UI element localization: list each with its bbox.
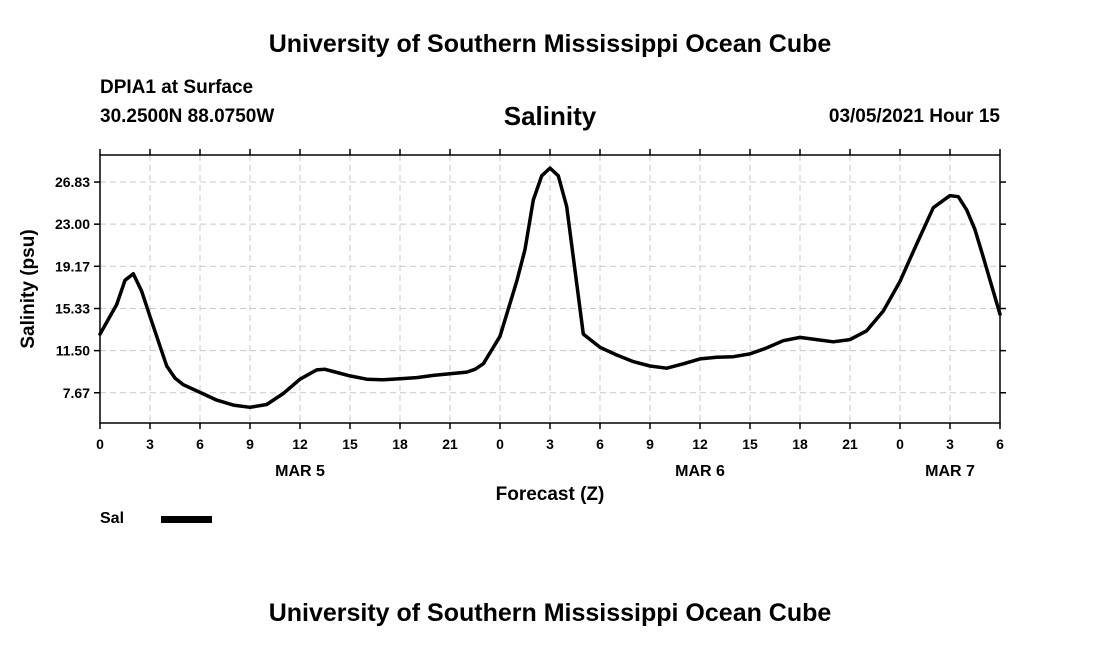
y-axis-title: Salinity (psu) <box>18 229 39 348</box>
x-tick-label: 6 <box>596 436 604 452</box>
x-tick-label: 12 <box>292 436 308 452</box>
legend-swatch <box>161 516 212 523</box>
chart-axes <box>94 149 1006 429</box>
day-label: MAR 5 <box>275 463 325 480</box>
x-tick-label: 18 <box>392 436 408 452</box>
x-tick-label: 6 <box>996 436 1004 452</box>
x-tick-label: 0 <box>896 436 904 452</box>
x-tick-label: 9 <box>646 436 654 452</box>
series-layer <box>98 166 1002 410</box>
x-tick-label: 0 <box>96 436 104 452</box>
series-line-sal <box>98 166 1002 410</box>
x-tick-label: 9 <box>246 436 254 452</box>
grid-lines <box>100 155 1000 423</box>
y-tick-label: 7.67 <box>63 385 90 401</box>
x-tick-label: 3 <box>146 436 154 452</box>
y-tick-label: 15.33 <box>55 301 90 317</box>
forecast-date-hour: 03/05/2021 Hour 15 <box>828 106 1000 127</box>
x-tick-label: 3 <box>946 436 954 452</box>
x-axis-title: Forecast (Z) <box>496 484 605 505</box>
chart-title: Salinity <box>503 101 597 131</box>
day-label: MAR 7 <box>925 463 975 480</box>
day-label: MAR 6 <box>675 463 725 480</box>
x-tick-label: 15 <box>342 436 358 452</box>
x-tick-label: 18 <box>792 436 808 452</box>
x-tick-label: 12 <box>692 436 708 452</box>
y-tick-label: 11.50 <box>56 343 90 359</box>
x-tick-label: 15 <box>742 436 758 452</box>
y-tick-label: 26.83 <box>55 174 90 190</box>
x-tick-label: 21 <box>842 436 858 452</box>
y-tick-label: 23.00 <box>55 216 90 232</box>
x-tick-label: 3 <box>546 436 554 452</box>
top-title: University of Southern Mississippi Ocean… <box>268 30 832 58</box>
station-coordinates: 30.2500N 88.0750W <box>100 106 275 127</box>
legend-label: Sal <box>100 510 125 527</box>
y-tick-label: 19.17 <box>55 258 90 274</box>
bottom-title: University of Southern Mississippi Ocean… <box>268 599 832 627</box>
station-name: DPIA1 at Surface <box>100 77 254 98</box>
x-tick-label: 21 <box>442 436 458 452</box>
x-tick-label: 0 <box>496 436 504 452</box>
axis-labels: 0 3 6 9 12 15 18 21 0 3 6 9 12 15 18 21 0 3 6 7.67 11.50 15.3… <box>18 174 1004 505</box>
x-tick-label: 6 <box>196 436 204 452</box>
